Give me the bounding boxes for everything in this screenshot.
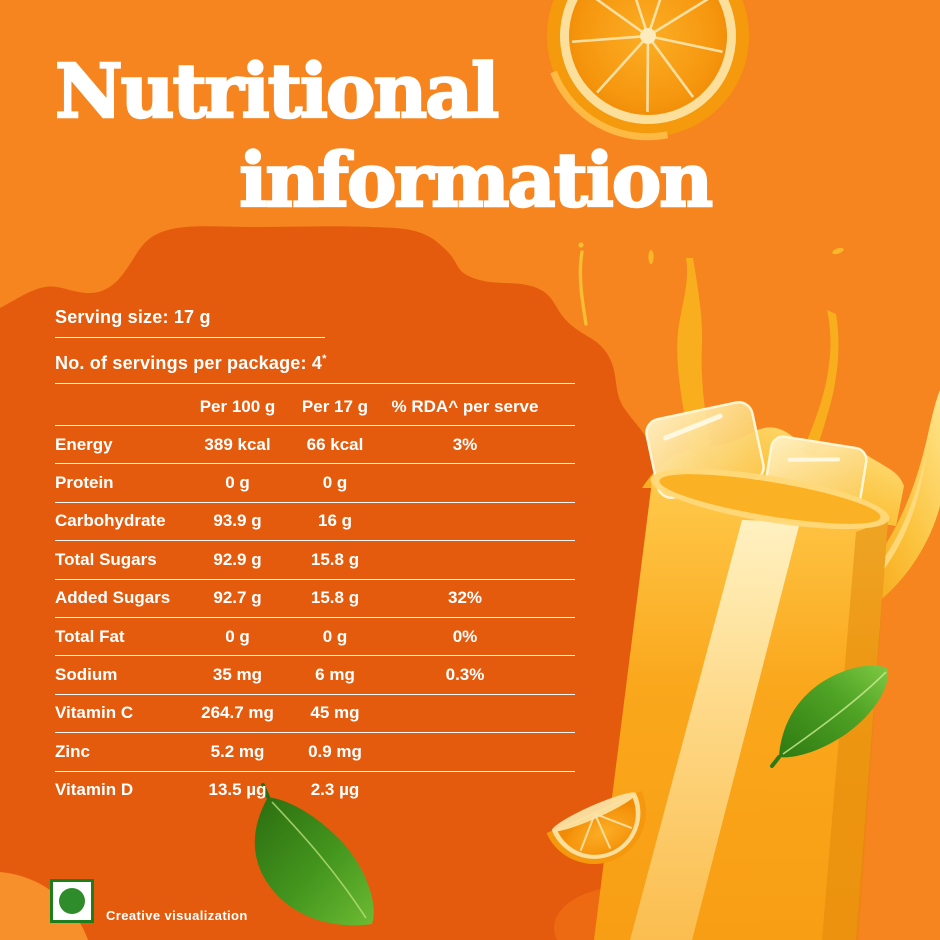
serving-size-text: Serving size: 17 g [55,307,211,327]
nutrient-name-cell: Carbohydrate [55,511,166,531]
per-17g-cell: 15.8 g [310,549,360,569]
header-rda-per-serve: % RDA^ per serve [391,397,539,416]
header-per-100g: Per 100 g [199,397,276,416]
per-100g-cell: 35 mg [212,665,263,685]
nutrient-name-cell: Zinc [55,741,90,761]
servings-footmark: * [322,353,327,365]
table-row: Total Sugars 92.9 g 15.8 g [55,541,575,580]
table-row: Sodium 35 mg 6 mg 0.3% [55,656,575,695]
per-100g-cell: 0 g [225,473,250,493]
leaf-right-icon [770,665,889,768]
per-17g-cell: 2.3 µg [310,780,360,800]
corner-quarter-circle [0,872,88,940]
orange-half-icon [547,0,749,141]
nutrient-name-cell: Protein [55,473,114,493]
divider [55,383,575,384]
per-100g-cell: 93.9 g [213,511,262,531]
table-row: Protein 0 g 0 g [55,464,575,503]
divider [55,337,325,338]
nutrient-name-cell: Total Sugars [55,549,157,569]
nutrition-rows: Energy 389 kcal 66 kcal 3% Protein 0 g 0… [55,426,575,809]
table-row: Zinc 5.2 mg 0.9 mg [55,733,575,772]
per-100g-cell: 13.5 µg [208,780,267,800]
per-17g-cell: 45 mg [310,703,360,723]
per-17g-cell: 15.8 g [310,588,360,608]
rda-cell: 32% [447,588,483,608]
per-17g-cell: 66 kcal [306,434,364,454]
page-title-line2: information [238,137,714,225]
page-title-line1: Nutritional [54,48,501,136]
divider [55,425,575,426]
table-header-row: Per 100 g Per 17 g % RDA^ per serve [55,394,575,418]
nutrient-name-cell: Added Sugars [55,588,171,608]
rda-cell: 0.3% [445,665,485,685]
serving-size-label: Serving size: 17 g [55,306,575,328]
nutrient-name-cell: Vitamin D [55,780,134,800]
juice-glass-icon [594,247,940,940]
page-title: Nutritional information [54,48,714,226]
servings-text: No. of servings per package: 4 [55,353,323,373]
table-row: Energy 389 kcal 66 kcal 3% [55,426,575,465]
panel-blob [0,226,660,940]
rda-cell: 0% [452,626,478,646]
per-17g-cell: 16 g [317,511,353,531]
disclaimer-text: Creative visualization [106,908,248,923]
per-100g-cell: 92.7 g [213,588,262,608]
per-100g-cell: 92.9 g [213,549,262,569]
juice-drip [578,242,588,326]
per-17g-cell: 0.9 mg [308,741,362,761]
per-100g-cell: 5.2 mg [210,741,265,761]
vegetarian-dot [59,888,85,914]
table-row: Added Sugars 92.7 g 15.8 g 32% [55,580,575,618]
per-100g-cell: 264.7 mg [201,703,274,723]
servings-per-package-label: No. of servings per package: 4* [55,348,575,374]
nutrition-panel: Serving size: 17 g No. of servings per p… [55,306,575,809]
table-row: Carbohydrate 93.9 g 16 g [55,503,575,542]
nutrient-name-cell: Sodium [55,665,118,685]
nutrient-name-cell: Energy [55,434,113,454]
per-17g-cell: 0 g [322,626,348,646]
per-17g-cell: 6 mg [315,665,355,685]
header-per-17g: Per 17 g [301,397,369,416]
table-row: Total Fat 0 g 0 g 0% [55,618,575,657]
nutrient-name-cell: Total Fat [55,626,125,646]
per-100g-cell: 0 g [225,626,250,646]
nutrient-name-cell: Vitamin C [55,703,134,723]
table-row: Vitamin D 13.5 µg 2.3 µg [55,772,575,809]
per-100g-cell: 389 kcal [204,434,271,454]
vegetarian-mark-icon [50,879,94,923]
per-17g-cell: 0 g [322,473,348,493]
rda-cell: 3% [452,434,478,454]
leaf-bottom-icon [254,783,374,926]
orange-wedge-icon [546,790,646,864]
table-row: Vitamin C 264.7 mg 45 mg [55,695,575,734]
